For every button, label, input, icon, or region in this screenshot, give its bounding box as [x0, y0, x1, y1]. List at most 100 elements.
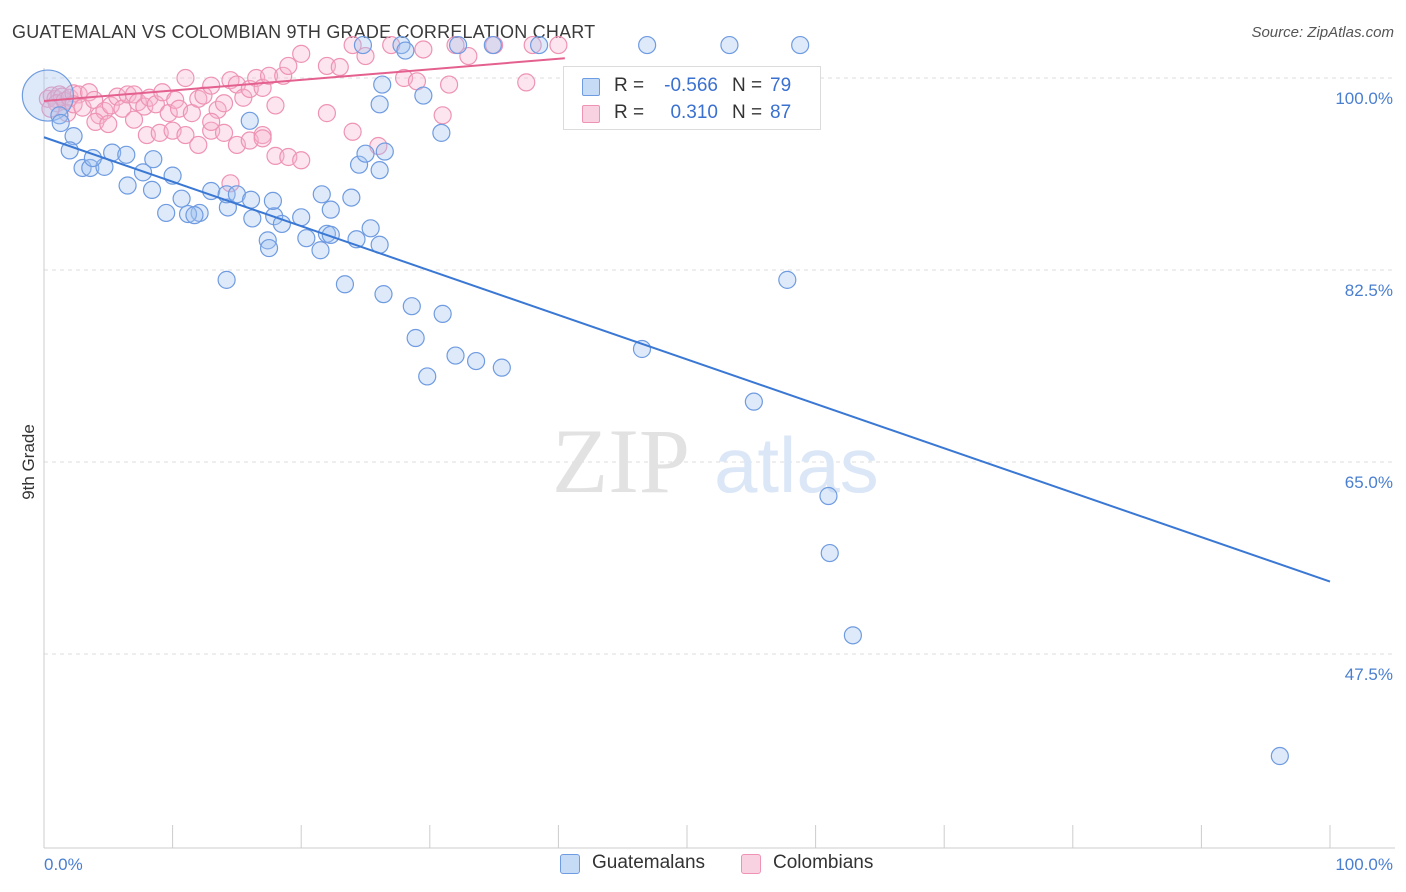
colombian-point [214, 123, 234, 142]
colombian-point [382, 35, 401, 55]
legend-n-value: 79 [770, 75, 792, 96]
guatemalan-point [240, 111, 259, 130]
colombian-point [202, 112, 221, 131]
guatemalan-point [263, 191, 283, 210]
guatemalan-point [433, 304, 452, 323]
guatemalan-point [272, 214, 292, 234]
legend-r-label: R = [614, 75, 645, 96]
guatemalan-point [1270, 746, 1289, 766]
guatemalan-point [638, 35, 657, 55]
guatemalan-point [217, 270, 236, 289]
colombian-point [214, 94, 234, 113]
guatemalan-point [50, 106, 69, 125]
guatemalan-point [778, 270, 797, 289]
legend-r-label: R = [614, 102, 645, 123]
guatemalan-point [370, 161, 389, 180]
colombian-point [189, 89, 208, 108]
colombian-point [221, 174, 240, 193]
colombian-point [523, 35, 542, 55]
colombian-point [414, 40, 433, 59]
watermark-zip: ZIP [552, 410, 690, 512]
guatemalan-point [418, 367, 437, 386]
guatemalan-point [142, 180, 162, 200]
guatemalan-point [117, 145, 136, 164]
guatemalan-point [321, 225, 340, 244]
guatemalan-point [311, 241, 330, 260]
legend-r-value: 0.310 [670, 102, 718, 123]
guatemalan-point [243, 209, 262, 228]
legend-r-value: -0.566 [664, 75, 718, 96]
guatemalan-point [720, 35, 739, 55]
x-tick-label: 100.0% [1335, 855, 1393, 874]
guatemalan-point [178, 204, 198, 224]
guatemalan-point [448, 35, 468, 55]
guatemalan-point [118, 176, 137, 195]
legend-n-label: N = [732, 75, 763, 96]
colombian-point [279, 56, 298, 76]
axes [43, 68, 1395, 849]
legend-n-value: 87 [770, 102, 792, 123]
colombian-point [439, 75, 459, 94]
colombian-point [189, 135, 208, 155]
colombian-point [176, 125, 195, 145]
colombian-point [266, 146, 285, 165]
guatemalan-point [466, 351, 486, 371]
source-credit: Source: ZipAtlas.com [1251, 24, 1394, 41]
colombian-point [253, 129, 272, 148]
guatemalan-point [21, 69, 74, 122]
colombian-point [343, 122, 362, 141]
colombian-point [433, 106, 452, 125]
guatemalan-point [64, 127, 83, 146]
legend-swatch-pink [582, 105, 600, 123]
guatemalan-point [258, 231, 277, 250]
bottom-swatch-blue [560, 854, 580, 874]
zipatlas-watermark: ZIP atlas [552, 410, 879, 512]
guatemalan-point [375, 142, 394, 161]
colombian-point [517, 73, 536, 92]
colombian-point [317, 56, 337, 76]
y-axis-title: 9th Grade [19, 424, 38, 500]
guatemalan-point [157, 203, 176, 223]
bottom-legend-label: Guatemalans [592, 852, 706, 873]
bottom-swatch-pink [741, 854, 761, 874]
guatemalan-point [374, 285, 393, 304]
colombian-point [124, 110, 144, 129]
x-tick-label: 0.0% [44, 855, 83, 874]
guatemalan-point [446, 346, 465, 365]
colombian-point [292, 44, 311, 63]
colombian-point [259, 66, 279, 85]
guatemalan-point [373, 75, 392, 94]
guatemalan-point [349, 155, 369, 174]
colombians-trend-line [43, 57, 565, 103]
guatemalan-point [432, 123, 451, 142]
guatemalan-point [819, 486, 838, 506]
guatemalan-point [530, 35, 549, 55]
colombians-points [38, 35, 568, 193]
guatemalan-point [60, 141, 79, 160]
guatemalan-point [820, 543, 839, 563]
guatemalan-point [172, 189, 191, 208]
colombian-point [330, 57, 349, 77]
guatemalan-point [144, 150, 163, 169]
colombian-point [549, 35, 568, 55]
colombian-point [317, 104, 337, 123]
guatemalan-point [356, 144, 375, 163]
guatemalan-point [361, 219, 380, 238]
guatemalan-point [202, 181, 221, 201]
guatemalan-point [51, 113, 70, 133]
guatemalan-point [396, 41, 415, 60]
guatemalans-points [21, 35, 1289, 766]
guatemalan-point [259, 238, 279, 258]
colombian-point [292, 151, 311, 170]
y-tick-label: 82.5% [1345, 281, 1393, 300]
guatemalan-point [414, 86, 433, 105]
bottom-legend-label: Colombians [773, 852, 874, 873]
guatemalan-point [370, 95, 389, 114]
guatemalan-point [843, 626, 862, 645]
guatemalan-point [227, 185, 246, 204]
grid-lines [44, 77, 1395, 655]
guatemalans-trend-line [43, 136, 1331, 583]
guatemalan-point [791, 35, 810, 55]
chart-title: GUATEMALAN VS COLOMBIAN 9TH GRADE CORREL… [12, 22, 596, 42]
